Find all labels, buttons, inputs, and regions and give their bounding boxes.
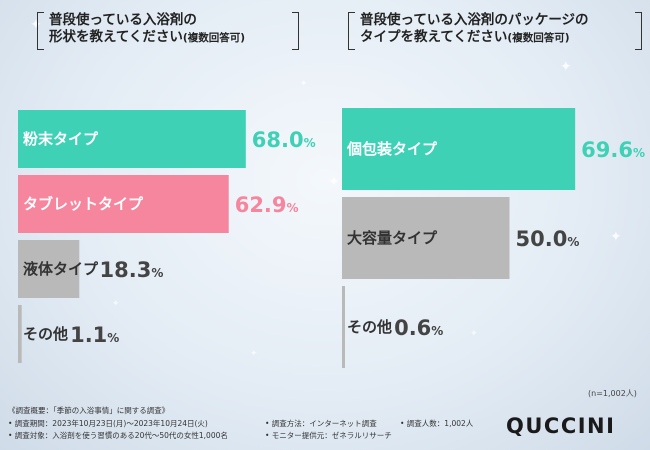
left-bar-2 [18,240,80,298]
survey-provider: • モニター提供元：ゼネラルリサーチ [265,431,392,440]
right-bar-2 [342,286,345,368]
left-value-unit-2: % [151,266,163,280]
left-value-unit-1: % [287,201,299,215]
right-title-subtitle: (複数回答可) [507,32,570,44]
right-bar-0 [342,108,576,190]
left-bar-1 [18,175,229,233]
right-value-label-0: 69.6% [581,138,645,162]
brand-logo: QUCCINI [506,414,616,438]
survey-method: • 調査方法：インターネット調査 [265,419,377,428]
left-bar-0 [18,110,246,168]
right-bar-label-2: その他 [347,318,392,336]
left-bar-3 [18,305,22,363]
left-bar-label-0: 粉末タイプ [23,130,99,148]
right-bar-label-1: 大容量タイプ [347,229,438,247]
right-value-label-1: 50.0% [516,227,580,251]
survey-count: • 調査人数：1,002人 [400,419,474,428]
right-value-unit-0: % [633,146,645,160]
left-value-unit-3: % [107,331,119,345]
left-title-line2: 形状を教えてください(複数回答可) [49,29,246,45]
right-value-unit-1: % [567,235,579,249]
right-chart-title: 普段使っている入浴剤のパッケージの タイプを教えてください(複数回答可) [348,12,642,50]
left-value-label-3: 1.1% [70,323,119,347]
left-value-label-2: 18.3% [100,258,164,282]
survey-period: • 調査期間：2023年10月23日(月)～2023年10月24日(火) [8,419,208,428]
left-value-label-1: 62.9% [235,193,299,217]
survey-target: • 調査対象：入浴剤を使う習慣のある20代～50代の女性1,000名 [8,431,228,440]
right-bar-1 [342,197,510,279]
left-value-unit-0: % [304,136,316,150]
right-value-unit-2: % [431,324,443,338]
left-bar-label-2: 液体タイプ [23,260,99,278]
right-bar-label-0: 個包装タイプ [346,140,438,158]
left-bar-label-1: タブレットタイプ [23,195,144,213]
left-title-subtitle: (複数回答可) [182,32,246,44]
right-value-label-2: 0.6% [394,316,443,340]
left-title-line1: 普段使っている入浴剤の [49,12,197,28]
sample-size-note: (n=1,002人) [588,389,637,398]
right-title-line1: 普段使っている入浴剤のパッケージの [360,12,589,28]
left-value-label-0: 68.0% [252,128,316,152]
left-chart-title: 普段使っている入浴剤の 形状を教えてください(複数回答可) [37,12,299,50]
left-bar-label-3: その他 [23,325,68,343]
right-title-line2: タイプを教えてください(複数回答可) [360,29,570,45]
survey-summary-heading: 《調査概要：「季節の入浴事情」に関する調査》 [8,406,170,415]
